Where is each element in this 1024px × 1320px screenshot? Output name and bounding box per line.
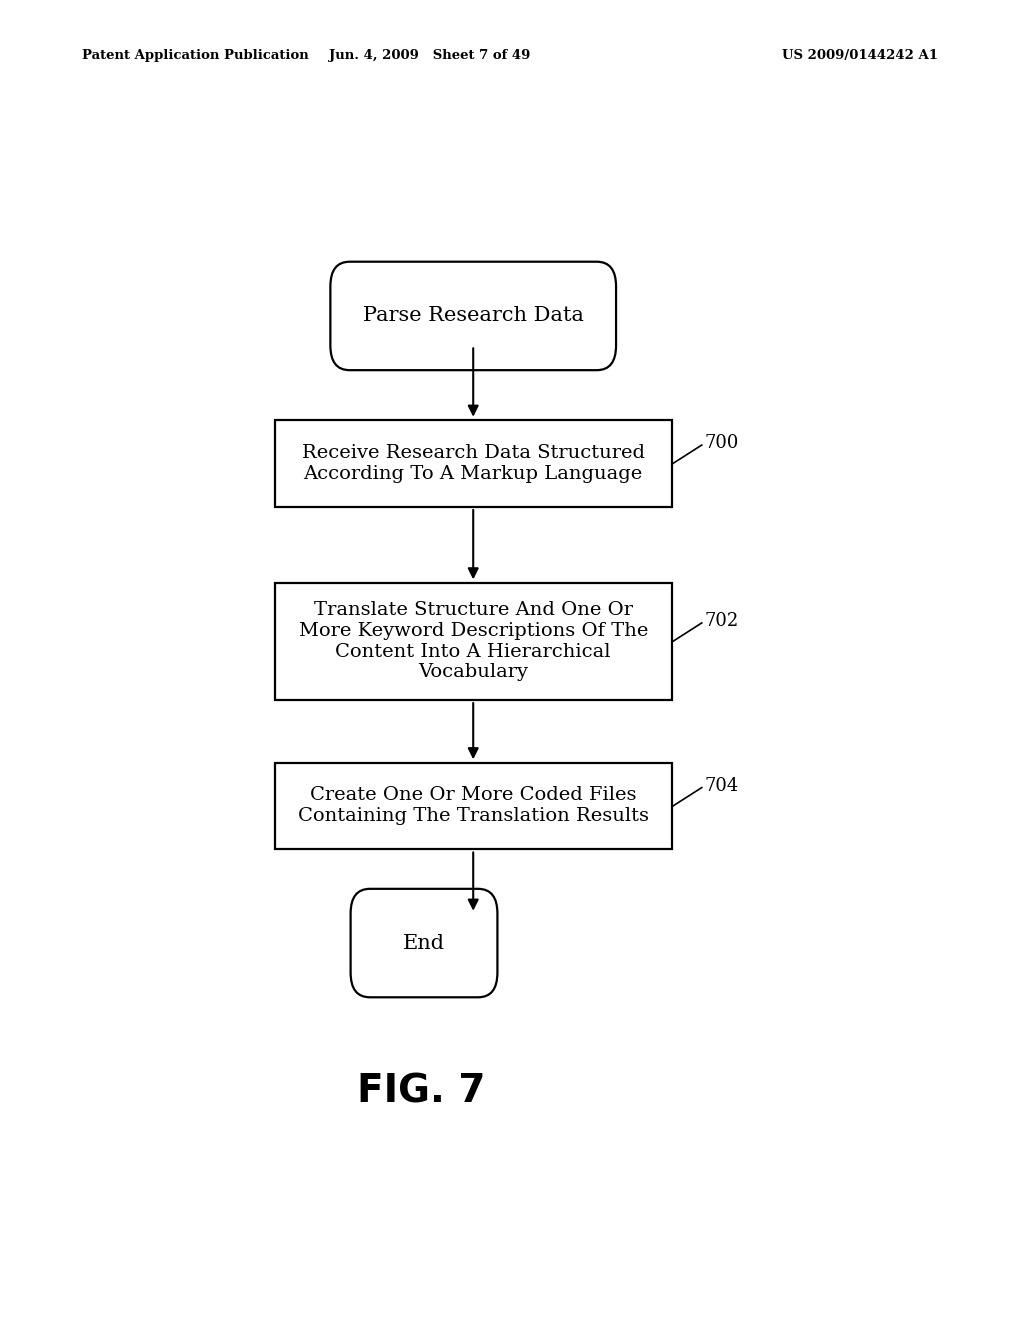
Text: Jun. 4, 2009   Sheet 7 of 49: Jun. 4, 2009 Sheet 7 of 49 [330,49,530,62]
FancyBboxPatch shape [274,763,672,849]
FancyBboxPatch shape [274,420,672,507]
FancyBboxPatch shape [331,261,616,370]
Text: Translate Structure And One Or
More Keyword Descriptions Of The
Content Into A H: Translate Structure And One Or More Keyw… [299,601,648,681]
Text: Patent Application Publication: Patent Application Publication [82,49,308,62]
FancyBboxPatch shape [274,582,672,700]
Text: End: End [403,933,445,953]
Text: FIG. 7: FIG. 7 [357,1072,485,1110]
Text: 702: 702 [705,612,739,630]
Text: US 2009/0144242 A1: US 2009/0144242 A1 [782,49,938,62]
Text: Create One Or More Coded Files
Containing The Translation Results: Create One Or More Coded Files Containin… [298,787,649,825]
Text: Receive Research Data Structured
According To A Markup Language: Receive Research Data Structured Accordi… [302,444,645,483]
Text: 700: 700 [705,434,739,451]
Text: 704: 704 [705,776,739,795]
FancyBboxPatch shape [350,888,498,998]
Text: Parse Research Data: Parse Research Data [362,306,584,326]
